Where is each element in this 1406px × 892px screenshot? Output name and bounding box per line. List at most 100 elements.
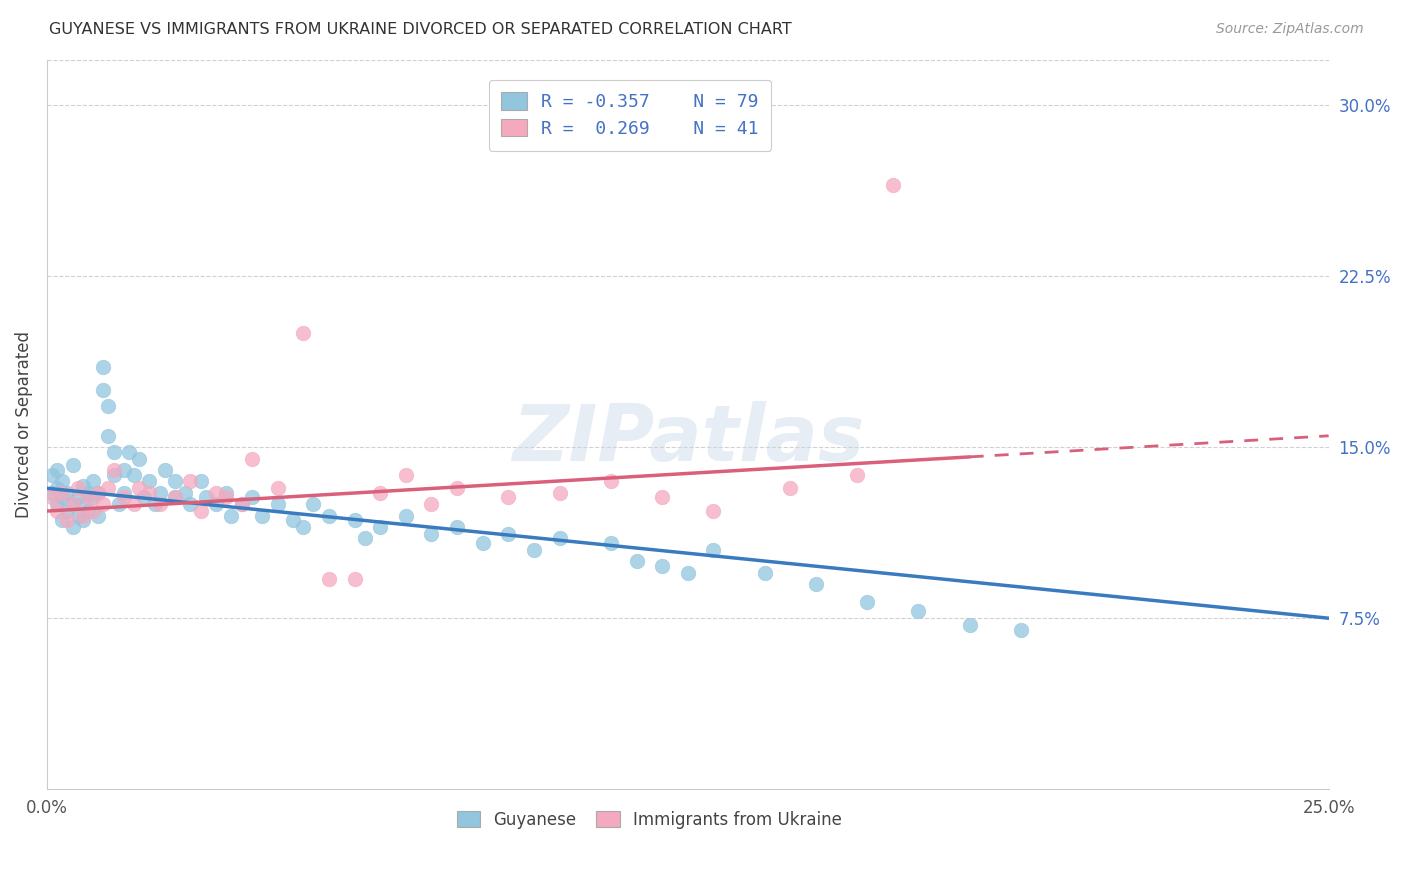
Point (103, 444, 125, 458)
Point (318, 573, 340, 587)
Text: ZIPatlas: ZIPatlas (512, 401, 863, 477)
Point (395, 467, 418, 482)
Point (82, 491, 104, 505)
Point (240, 451, 263, 466)
Point (91, 383, 114, 397)
Point (153, 463, 176, 477)
Point (165, 491, 187, 505)
Point (907, 604, 929, 618)
Point (118, 444, 141, 458)
Point (103, 463, 125, 477)
Point (122, 467, 145, 482)
Point (66, 508, 89, 523)
Point (51, 491, 73, 505)
Point (420, 497, 443, 511)
Point (134, 491, 156, 505)
Point (174, 485, 197, 500)
Point (62, 497, 84, 511)
Point (112, 491, 135, 505)
Point (266, 481, 288, 495)
Point (112, 463, 135, 477)
Point (754, 566, 776, 580)
Point (779, 481, 801, 495)
Point (676, 566, 699, 580)
Point (165, 475, 187, 489)
Point (221, 508, 243, 523)
Point (318, 508, 340, 523)
Point (446, 481, 468, 495)
Point (128, 451, 150, 466)
Point (97, 399, 120, 413)
Point (626, 554, 648, 568)
Point (56, 504, 79, 518)
Point (179, 497, 201, 511)
Point (281, 513, 304, 527)
Point (62, 458, 84, 473)
Point (959, 618, 981, 632)
Point (215, 485, 238, 500)
Point (846, 467, 869, 482)
Point (77, 504, 100, 518)
Point (97, 429, 120, 443)
Point (548, 485, 571, 500)
Y-axis label: Divorced or Separated: Divorced or Separated (15, 331, 32, 518)
Point (91, 360, 114, 375)
Point (651, 558, 673, 573)
Point (471, 536, 494, 550)
Point (856, 595, 879, 609)
Point (343, 573, 366, 587)
Point (804, 577, 827, 591)
Point (523, 542, 546, 557)
Text: Source: ZipAtlas.com: Source: ZipAtlas.com (1216, 22, 1364, 37)
Point (91, 497, 114, 511)
Point (599, 536, 621, 550)
Point (599, 475, 621, 489)
Point (72, 479, 94, 493)
Point (205, 485, 228, 500)
Point (41, 467, 63, 482)
Point (56, 485, 79, 500)
Point (66, 481, 89, 495)
Point (51, 513, 73, 527)
Legend: Guyanese, Immigrants from Ukraine: Guyanese, Immigrants from Ukraine (450, 805, 849, 836)
Point (498, 491, 520, 505)
Point (1010, 623, 1032, 637)
Point (51, 475, 73, 489)
Point (252, 508, 274, 523)
Text: GUYANESE VS IMMIGRANTS FROM UKRAINE DIVORCED OR SEPARATED CORRELATION CHART: GUYANESE VS IMMIGRANTS FROM UKRAINE DIVO… (49, 22, 792, 37)
Point (302, 497, 325, 511)
Point (87, 485, 110, 500)
Point (143, 497, 166, 511)
Point (46, 463, 69, 477)
Point (446, 520, 468, 534)
Point (702, 504, 724, 518)
Point (292, 326, 315, 341)
Point (41, 485, 63, 500)
Point (128, 481, 150, 495)
Point (205, 497, 228, 511)
Point (72, 497, 94, 511)
Point (266, 497, 288, 511)
Point (651, 491, 673, 505)
Point (343, 513, 366, 527)
Point (46, 481, 69, 495)
Point (138, 475, 160, 489)
Point (103, 467, 125, 482)
Point (62, 520, 84, 534)
Point (353, 532, 375, 546)
Point (87, 485, 110, 500)
Point (190, 475, 212, 489)
Point (231, 497, 253, 511)
Point (368, 485, 391, 500)
Point (46, 497, 69, 511)
Point (112, 485, 135, 500)
Point (72, 508, 94, 523)
Point (149, 497, 172, 511)
Point (72, 513, 94, 527)
Point (149, 485, 172, 500)
Point (240, 491, 263, 505)
Point (41, 491, 63, 505)
Point (368, 520, 391, 534)
Point (179, 475, 201, 489)
Point (420, 526, 443, 541)
